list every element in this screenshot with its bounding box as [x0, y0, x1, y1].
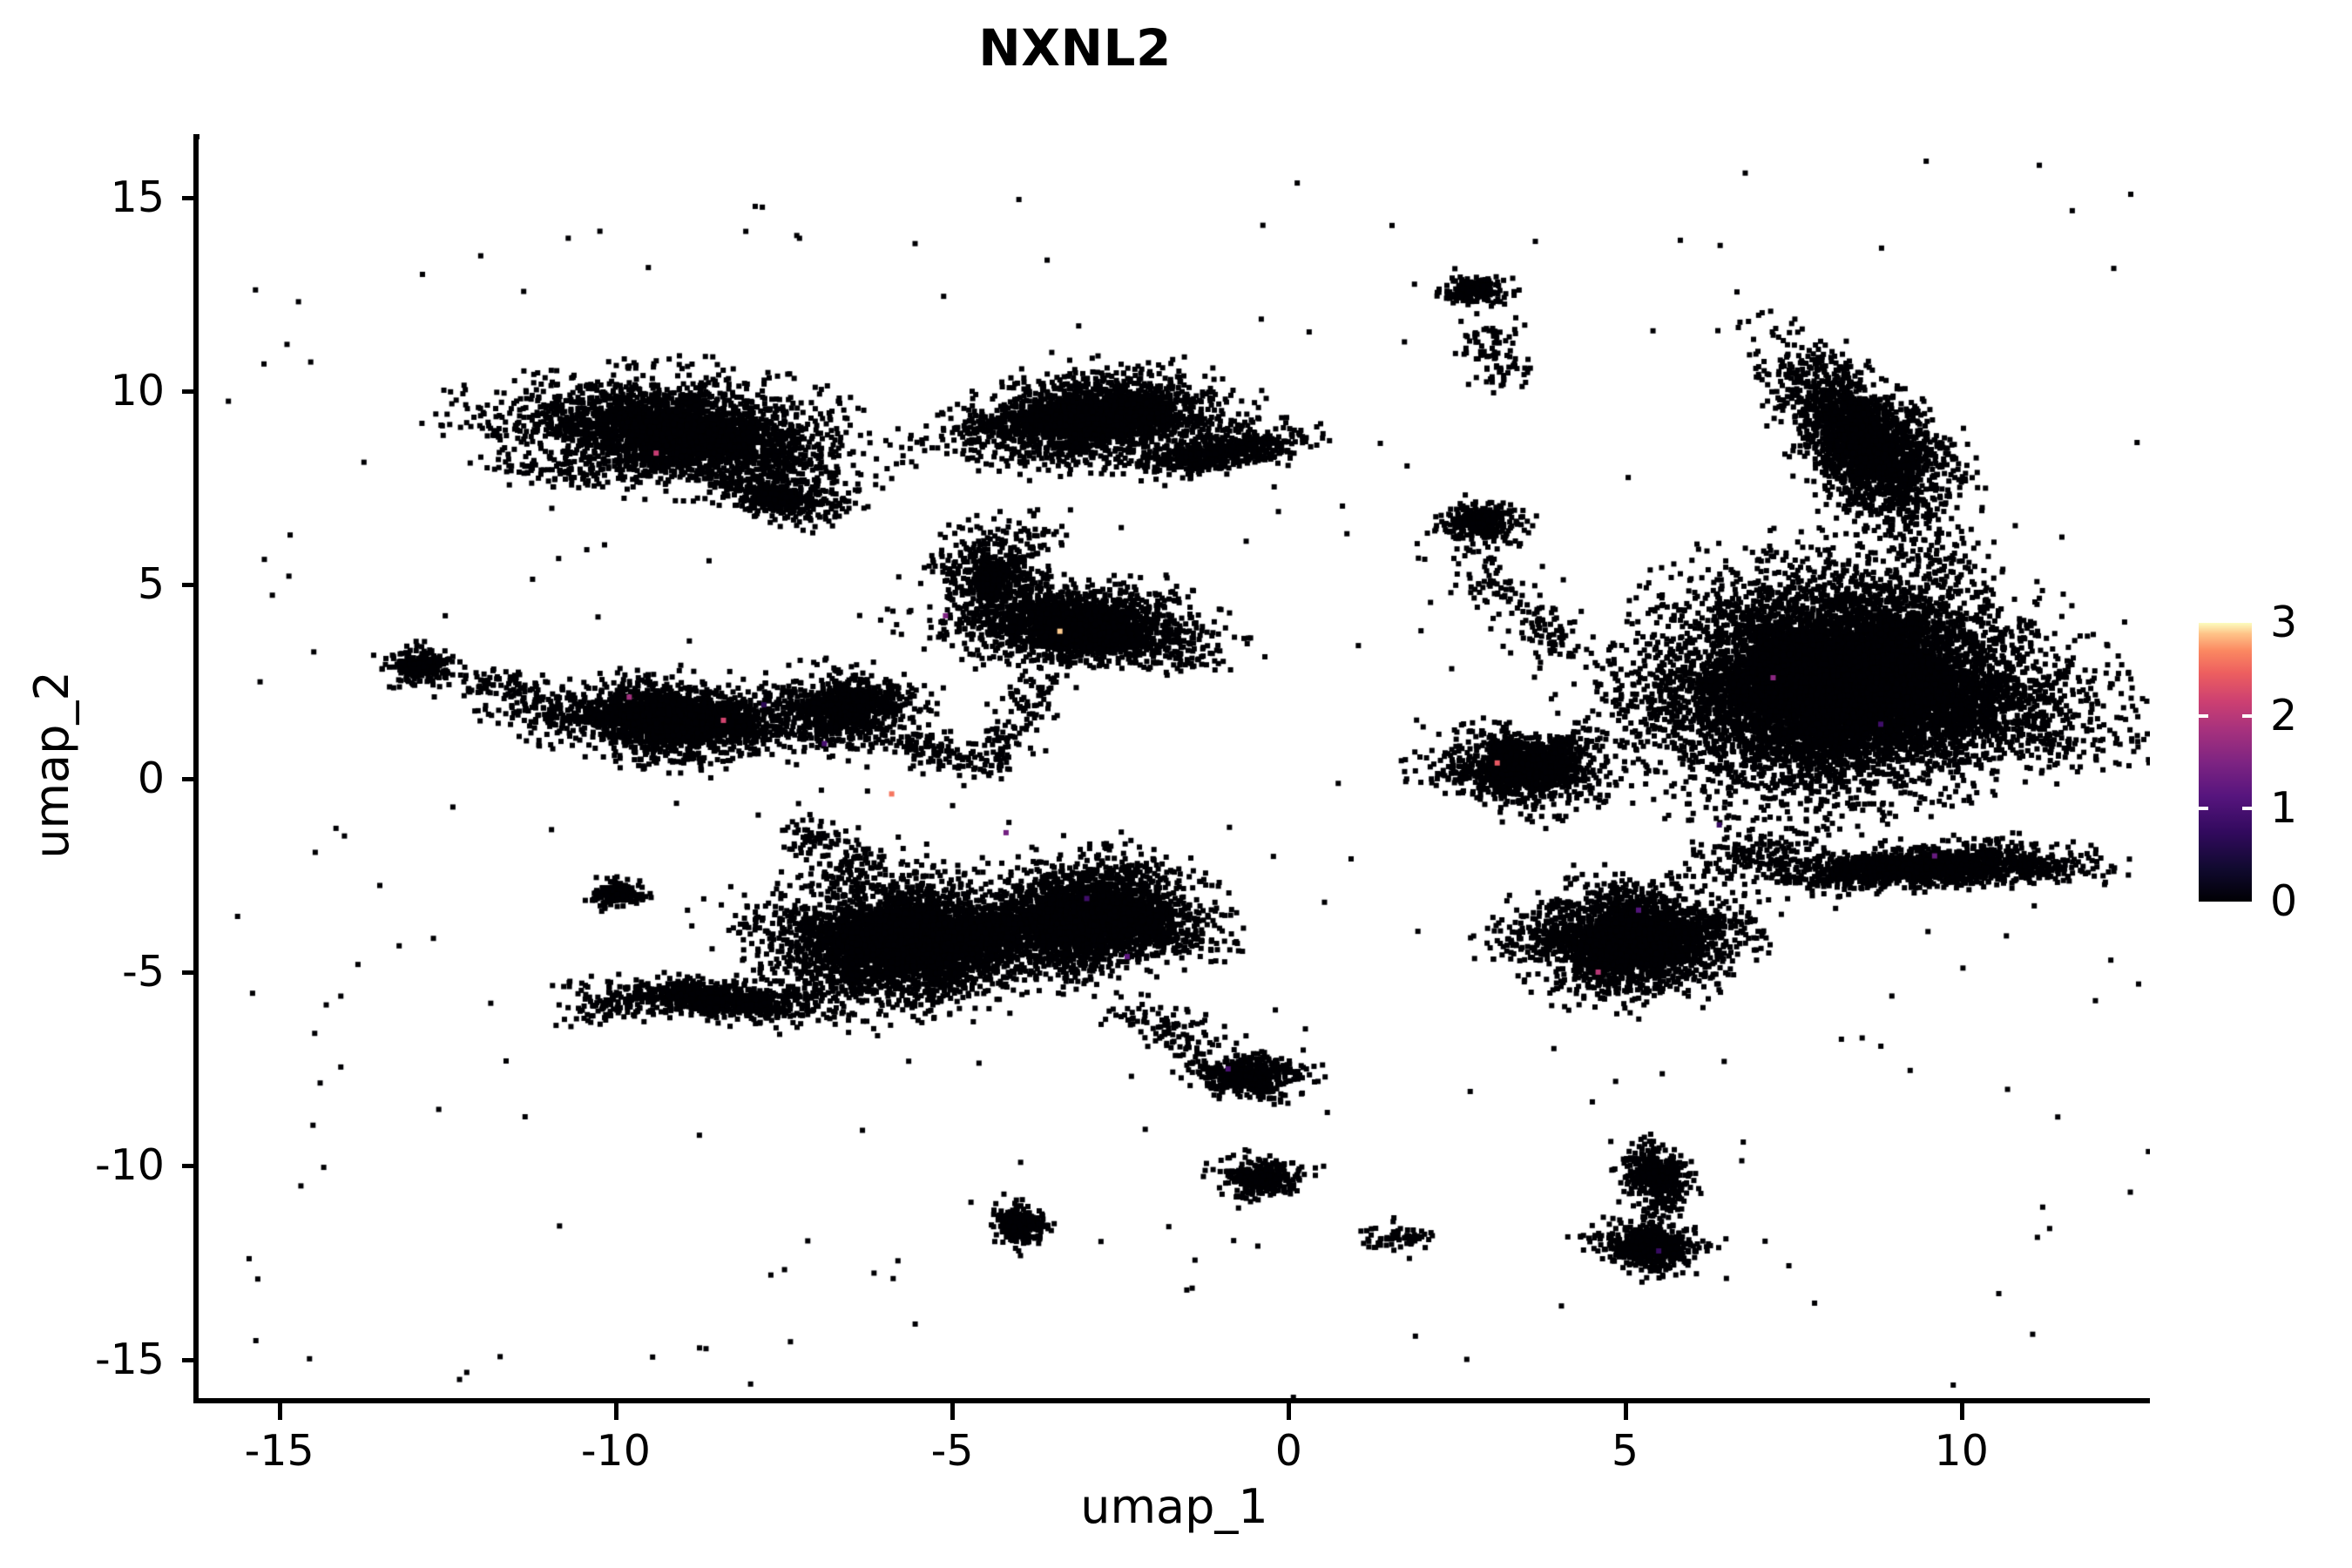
- y-tick-mark: [182, 1357, 199, 1362]
- y-tick-label: -5: [122, 946, 165, 997]
- x-tick-mark: [613, 1403, 618, 1420]
- x-axis-label: umap_1: [1080, 1479, 1268, 1534]
- x-tick-mark: [1623, 1403, 1628, 1420]
- x-tick-label: -10: [580, 1426, 651, 1476]
- y-tick-mark: [182, 195, 199, 200]
- colorbar-tick-mark: [2242, 713, 2252, 718]
- x-tick-mark: [1287, 1403, 1292, 1420]
- colorbar-tick-label: 1: [2270, 783, 2298, 834]
- page-title: NXNL2: [978, 18, 1172, 78]
- y-tick-label: 0: [137, 753, 165, 803]
- x-axis-spine: [193, 1397, 2150, 1403]
- y-tick-mark: [182, 970, 199, 975]
- colorbar-tick-label: 0: [2270, 876, 2298, 926]
- colorbar-gradient: [2199, 623, 2252, 902]
- x-tick-mark: [1959, 1403, 1964, 1420]
- x-tick-mark: [277, 1403, 282, 1420]
- plot-area: [199, 139, 2150, 1398]
- y-tick-mark: [182, 1164, 199, 1169]
- y-tick-mark: [182, 389, 199, 394]
- colorbar-tick-label: 2: [2270, 690, 2298, 740]
- y-tick-label: -15: [94, 1334, 165, 1384]
- y-tick-mark: [182, 583, 199, 588]
- colorbar-tick-mark: [2199, 807, 2208, 811]
- x-tick-label: 0: [1274, 1426, 1302, 1476]
- colorbar-tick-label: 3: [2270, 598, 2298, 647]
- x-tick-label: -15: [244, 1426, 314, 1476]
- x-tick-mark: [950, 1403, 956, 1420]
- y-axis-label: umap_2: [24, 671, 79, 859]
- colorbar: [2199, 623, 2252, 902]
- y-tick-mark: [182, 776, 199, 781]
- scatter-canvas: [199, 139, 2150, 1398]
- x-tick-label: 10: [1934, 1426, 1989, 1476]
- y-axis-spine: [193, 134, 199, 1403]
- y-tick-label: -10: [94, 1140, 165, 1191]
- y-tick-label: 5: [137, 559, 165, 610]
- colorbar-tick-mark: [2242, 807, 2252, 811]
- x-tick-label: 5: [1611, 1426, 1639, 1476]
- x-tick-label: -5: [930, 1426, 974, 1476]
- y-tick-label: 10: [110, 366, 165, 416]
- y-tick-label: 15: [110, 172, 165, 222]
- colorbar-tick-mark: [2199, 713, 2208, 718]
